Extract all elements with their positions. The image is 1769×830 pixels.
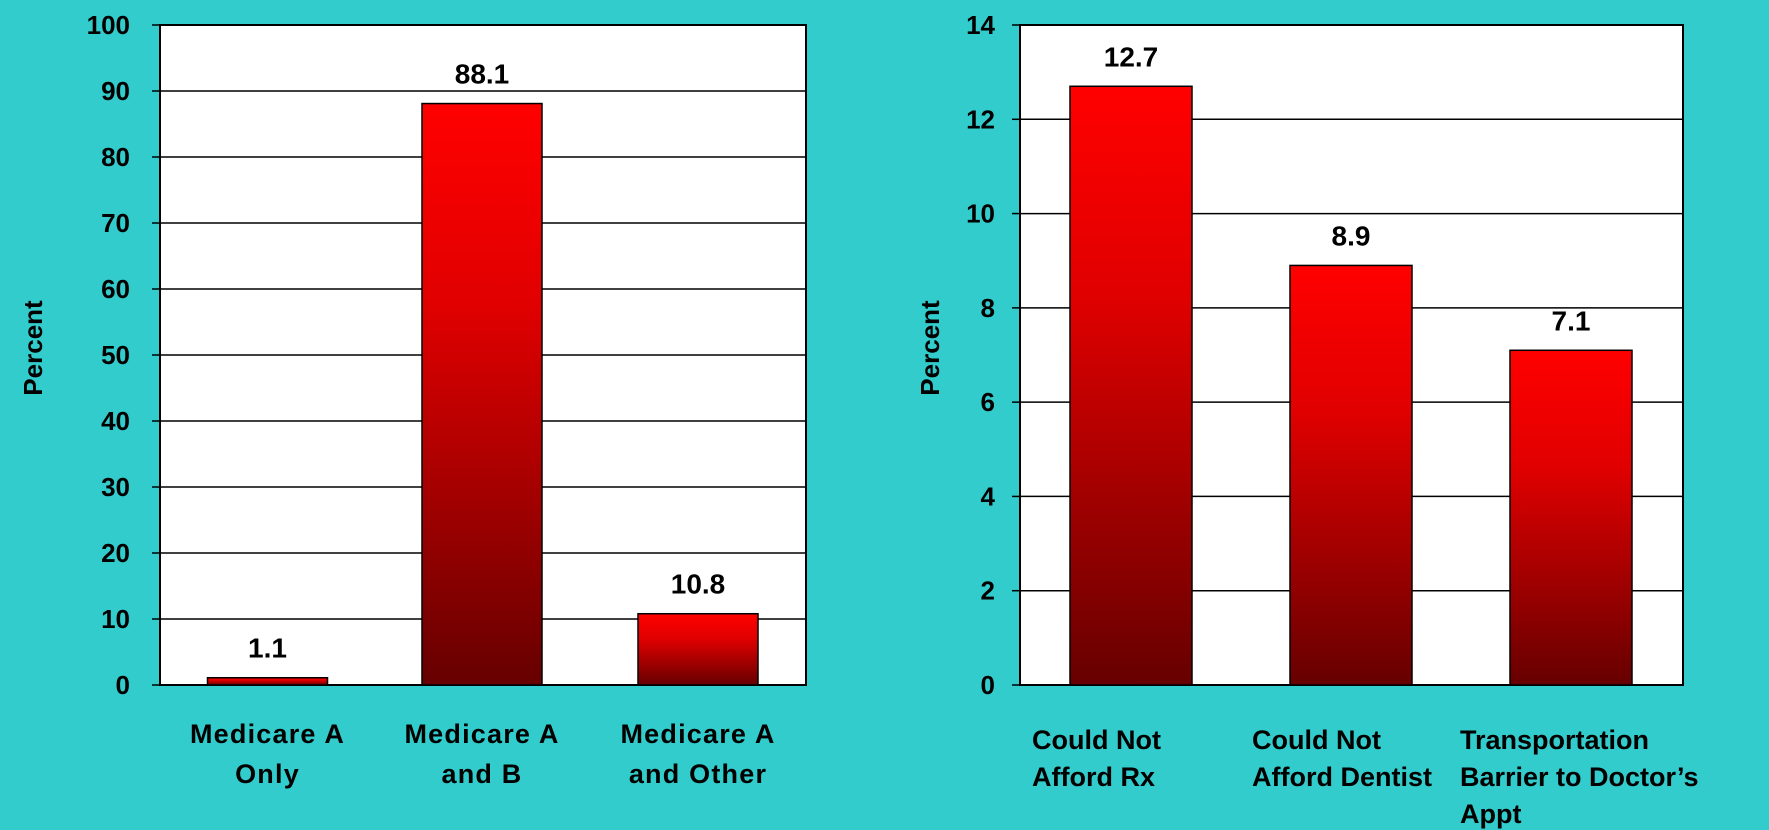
y-tick-label: 12	[966, 104, 995, 134]
bar-value-label: 12.7	[1104, 41, 1159, 72]
bar	[421, 102, 543, 686]
y-tick-label: 80	[101, 142, 130, 172]
y-tick-label: 100	[87, 10, 130, 40]
category-label: Afford Rx	[1032, 762, 1155, 792]
y-tick-label: 90	[101, 76, 130, 106]
y-tick-label: 40	[101, 406, 130, 436]
category-label: Medicare A	[404, 719, 559, 749]
y-tick-label: 30	[101, 472, 130, 502]
category-label: Barrier to Doctor’s	[1460, 762, 1699, 792]
bar	[637, 612, 759, 686]
y-tick-label: 70	[101, 208, 130, 238]
bar-value-label: 1.1	[248, 633, 287, 664]
y-tick-label: 20	[101, 538, 130, 568]
bar-value-label: 7.1	[1552, 305, 1591, 336]
y-tick-label: 6	[981, 387, 995, 417]
category-label: and B	[441, 759, 522, 789]
bar-value-label: 8.9	[1332, 220, 1371, 251]
bar-value-label: 88.1	[455, 59, 510, 90]
bar	[1289, 264, 1413, 686]
y-tick-label: 8	[981, 293, 995, 323]
y-tick-label: 0	[116, 670, 130, 700]
y-tick-label: 4	[981, 481, 996, 511]
category-label: Afford Dentist	[1252, 762, 1432, 792]
category-label: Appt	[1460, 799, 1521, 829]
bar	[1069, 85, 1193, 686]
category-label: Could Not	[1032, 725, 1161, 755]
bar	[206, 676, 329, 686]
y-tick-label: 50	[101, 340, 130, 370]
y-tick-label: 0	[981, 670, 995, 700]
bar	[1509, 349, 1633, 686]
category-label: Medicare A	[620, 719, 775, 749]
category-label: Medicare A	[190, 719, 345, 749]
bar-value-label: 10.8	[671, 569, 726, 600]
y-tick-label: 2	[981, 576, 995, 606]
category-label: Only	[235, 759, 300, 789]
medicare-coverage-chart: 0 10 20 30 40 50 60 70 80 90 100 Percent 1.1 88.1 10.8…	[18, 10, 807, 789]
y-axis-label: Percent	[18, 300, 48, 396]
category-label: and Other	[629, 759, 767, 789]
category-label: Could Not	[1252, 725, 1381, 755]
y-tick-label: 60	[101, 274, 130, 304]
y-axis-label: Percent	[915, 300, 945, 396]
y-tick-label: 14	[966, 10, 995, 40]
access-barriers-chart: 0 2 4 6 8 10 12 14 Percent 12.7 8.9 7.1 Could Not Aff…	[915, 10, 1699, 829]
y-tick-label: 10	[966, 199, 995, 229]
y-tick-label: 10	[101, 604, 130, 634]
category-label: Transportation	[1460, 725, 1649, 755]
